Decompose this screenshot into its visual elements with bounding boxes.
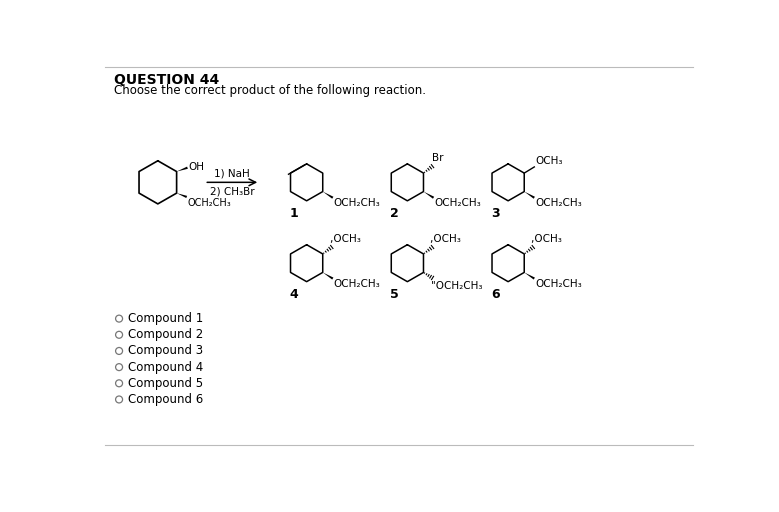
Polygon shape	[323, 191, 333, 199]
Text: Compound 2: Compound 2	[129, 328, 203, 342]
Text: OCH₂CH₃: OCH₂CH₃	[435, 199, 481, 208]
Polygon shape	[524, 272, 535, 280]
Text: OCH₃: OCH₃	[535, 156, 562, 166]
Text: Br: Br	[432, 153, 443, 163]
Text: Compound 3: Compound 3	[129, 345, 203, 357]
Text: 1) NaH: 1) NaH	[214, 168, 250, 179]
Text: 1: 1	[290, 207, 298, 220]
Polygon shape	[323, 272, 333, 280]
Text: Compound 4: Compound 4	[129, 360, 203, 374]
Text: OH: OH	[189, 162, 204, 172]
Text: ,​OCH₃: ,​OCH₃	[531, 234, 562, 244]
Polygon shape	[424, 191, 434, 199]
Text: OCH₂CH₃: OCH₂CH₃	[535, 280, 582, 289]
Text: OCH₂CH₃: OCH₂CH₃	[333, 199, 380, 208]
Text: 6: 6	[491, 288, 499, 301]
Text: ,​OCH₃: ,​OCH₃	[330, 234, 361, 244]
Text: 3: 3	[491, 207, 499, 220]
Text: ,​OCH₃: ,​OCH₃	[431, 234, 461, 244]
Text: Choose the correct product of the following reaction.: Choose the correct product of the follow…	[115, 84, 426, 97]
Text: Compound 1: Compound 1	[129, 312, 203, 325]
Text: OCH₂CH₃: OCH₂CH₃	[535, 199, 582, 208]
Text: Compound 5: Compound 5	[129, 377, 203, 390]
Text: OCH₂CH₃: OCH₂CH₃	[333, 280, 380, 289]
Polygon shape	[177, 193, 187, 198]
Polygon shape	[177, 166, 188, 172]
Polygon shape	[524, 191, 535, 199]
Text: 4: 4	[290, 288, 298, 301]
Text: OCH₂CH₃: OCH₂CH₃	[188, 198, 231, 208]
Text: "OCH₂CH₃: "OCH₂CH₃	[432, 281, 483, 291]
Text: 2) CH₃Br: 2) CH₃Br	[210, 186, 255, 196]
Text: 5: 5	[390, 288, 399, 301]
Text: QUESTION 44: QUESTION 44	[115, 73, 220, 87]
Text: 2: 2	[390, 207, 399, 220]
Text: Compound 6: Compound 6	[129, 393, 203, 406]
